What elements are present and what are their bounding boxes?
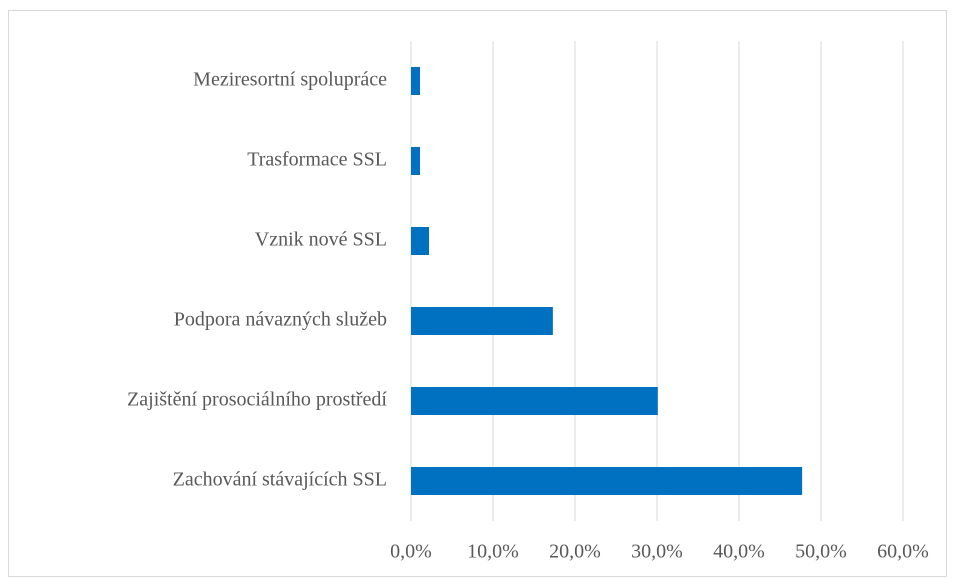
x-tick-label: 50,0% xyxy=(795,541,847,563)
bar xyxy=(411,67,421,95)
x-tick-label: 60,0% xyxy=(877,541,929,563)
x-tick-label: 0,0% xyxy=(390,541,432,563)
y-tick-label: Zajištění prosociálního prostředí xyxy=(127,389,387,411)
x-tick-label: 10,0% xyxy=(467,541,519,563)
bar xyxy=(411,387,658,415)
bar xyxy=(411,307,553,335)
y-tick-label: Zachování stávajících SSL xyxy=(173,469,387,491)
y-tick-label: Meziresortní spolupráce xyxy=(193,69,387,91)
bar xyxy=(411,227,430,255)
x-tick-label: 40,0% xyxy=(713,541,765,563)
bar xyxy=(411,147,421,175)
y-tick-label: Podpora návazných služeb xyxy=(174,309,387,331)
y-tick-label: Trasformace SSL xyxy=(247,149,387,171)
x-tick-label: 20,0% xyxy=(549,541,601,563)
bar xyxy=(411,467,803,495)
x-tick-label: 30,0% xyxy=(631,541,683,563)
y-tick-label: Vznik nové SSL xyxy=(255,229,387,251)
